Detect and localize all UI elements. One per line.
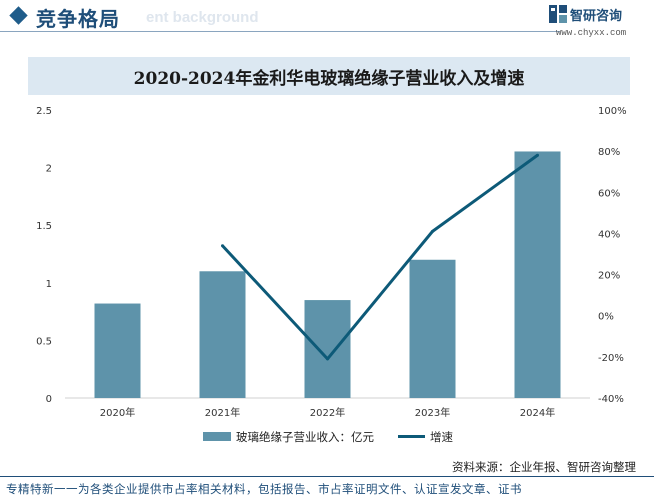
right-axis-tick-label: -20% — [598, 353, 624, 364]
left-axis-tick-label: 0.5 — [36, 336, 52, 347]
right-axis-tick-label: 60% — [598, 188, 620, 199]
right-axis-tick-label: 0% — [598, 312, 614, 323]
left-axis-tick-label: 0 — [46, 394, 52, 405]
right-axis-tick-label: 100% — [598, 106, 627, 117]
revenue-bar — [94, 303, 141, 398]
right-axis-tick-label: -40% — [598, 394, 624, 405]
x-axis-tick-label: 2022年 — [310, 406, 345, 419]
chart-title-banner: 2020-2024年金利华电玻璃绝缘子营业收入及增速 — [28, 57, 630, 95]
growth-point — [326, 357, 329, 361]
legend-line-label: 增速 — [430, 430, 453, 444]
growth-line — [221, 154, 539, 361]
brand-name: 智研咨询 — [570, 9, 623, 24]
legend-bar-label: 玻璃绝缘子营业收入：亿元 — [236, 430, 374, 444]
left-axis-tick-label: 1.5 — [36, 221, 52, 232]
section-header: ent background 竞争格局 — [0, 0, 654, 44]
left-axis-tick-label: 1 — [46, 279, 52, 290]
x-axis-tick-label: 2023年 — [415, 406, 450, 419]
growth-point — [221, 244, 224, 248]
revenue-bar — [304, 300, 351, 398]
revenue-bar — [514, 151, 561, 398]
growth-point — [536, 153, 539, 157]
footer-divider — [0, 476, 654, 477]
revenue-bar — [409, 259, 456, 398]
chart-title: 2020-2024年金利华电玻璃绝缘子营业收入及增速 — [133, 68, 525, 89]
growth-point — [431, 229, 434, 233]
x-axis-tick-label: 2020年 — [100, 406, 135, 419]
right-axis-tick-label: 40% — [598, 229, 620, 240]
x-axis-tick-label: 2024年 — [520, 406, 555, 419]
brand-url: www.chyxx.com — [556, 28, 627, 38]
chyxx-logo-icon — [549, 5, 567, 23]
header-divider — [0, 31, 560, 32]
right-axis-tick-label: 80% — [598, 147, 620, 158]
revenue-bar — [199, 271, 246, 398]
right-axis-tick-label: 20% — [598, 271, 620, 282]
header-background-text: ent background — [146, 9, 259, 26]
x-axis-tick-label: 2021年 — [205, 406, 240, 419]
data-source: 资料来源：企业年报、智研咨询整理 — [452, 460, 636, 474]
left-axis-tick-label: 2 — [46, 164, 52, 175]
legend-bar-swatch — [203, 432, 231, 441]
brand-logo: 智研咨询 www.chyxx.com — [548, 4, 644, 40]
left-axis-tick-label: 2.5 — [36, 106, 52, 117]
footer-disclaimer: 专精特新一一为各类企业提供市占率相关材料，包括报告、市占率证明文件、认证宣发文章… — [6, 482, 522, 496]
section-title: 竞争格局 — [36, 7, 120, 31]
